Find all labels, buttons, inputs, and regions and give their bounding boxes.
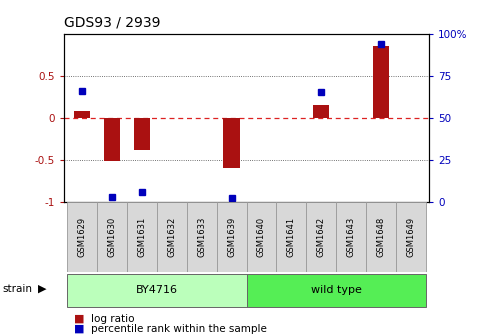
Bar: [277, 202, 306, 272]
Text: GSM1639: GSM1639: [227, 217, 236, 257]
Text: GSM1640: GSM1640: [257, 217, 266, 257]
Text: wild type: wild type: [311, 285, 362, 295]
Bar: [67, 274, 246, 307]
Bar: [157, 202, 187, 272]
Bar: [104, 118, 120, 161]
Bar: [313, 105, 329, 118]
Text: strain: strain: [2, 284, 33, 294]
Bar: [246, 202, 277, 272]
Bar: [97, 202, 127, 272]
Bar: [127, 202, 157, 272]
Bar: [67, 202, 97, 272]
Text: GDS93 / 2939: GDS93 / 2939: [64, 16, 161, 30]
Text: log ratio: log ratio: [91, 313, 135, 324]
Bar: [336, 202, 366, 272]
Text: GSM1633: GSM1633: [197, 217, 206, 257]
Text: percentile rank within the sample: percentile rank within the sample: [91, 324, 267, 334]
Bar: [216, 202, 246, 272]
Text: GSM1632: GSM1632: [167, 217, 176, 257]
Bar: [306, 202, 336, 272]
Bar: [246, 274, 426, 307]
Text: GSM1648: GSM1648: [377, 217, 386, 257]
Text: ■: ■: [74, 324, 84, 334]
Bar: [396, 202, 426, 272]
Bar: [223, 118, 240, 168]
Text: GSM1629: GSM1629: [77, 217, 87, 257]
Bar: [373, 46, 389, 118]
Text: GSM1630: GSM1630: [107, 217, 116, 257]
Text: GSM1643: GSM1643: [347, 217, 355, 257]
Text: GSM1649: GSM1649: [406, 217, 416, 257]
Bar: [74, 111, 90, 118]
Text: GSM1642: GSM1642: [317, 217, 326, 257]
Text: GSM1641: GSM1641: [287, 217, 296, 257]
Bar: [366, 202, 396, 272]
Text: ▶: ▶: [38, 284, 47, 294]
Bar: [134, 118, 150, 150]
Text: BY4716: BY4716: [136, 285, 178, 295]
Text: GSM1631: GSM1631: [138, 217, 146, 257]
Bar: [187, 202, 216, 272]
Text: ■: ■: [74, 313, 84, 324]
